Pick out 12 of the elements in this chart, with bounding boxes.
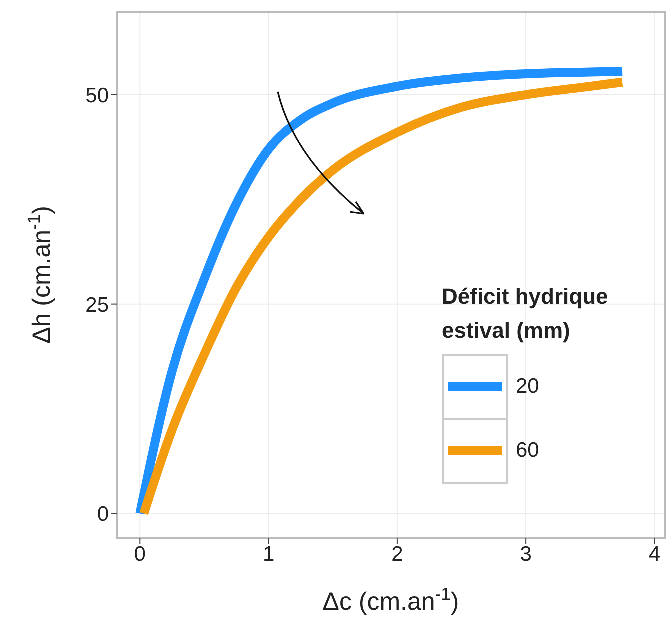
y-tick-label: 25 bbox=[86, 294, 109, 317]
y-tick-label: 50 bbox=[86, 84, 109, 108]
x-tick-label: 4 bbox=[648, 542, 661, 566]
legend-title: Déficit hydrique estival (mm) bbox=[442, 283, 610, 345]
x-axis-title: Δc (cm.an$^{-1}$) bbox=[322, 584, 460, 616]
legend-label: 60 bbox=[516, 439, 540, 463]
x-tick-label: 2 bbox=[392, 542, 404, 566]
x-tick-label: 3 bbox=[520, 542, 532, 566]
y-tick-label: 0 bbox=[97, 503, 109, 526]
x-tick-label: 1 bbox=[262, 542, 275, 566]
legend-label: 20 bbox=[516, 375, 540, 399]
x-tick-label: 0 bbox=[134, 542, 146, 566]
